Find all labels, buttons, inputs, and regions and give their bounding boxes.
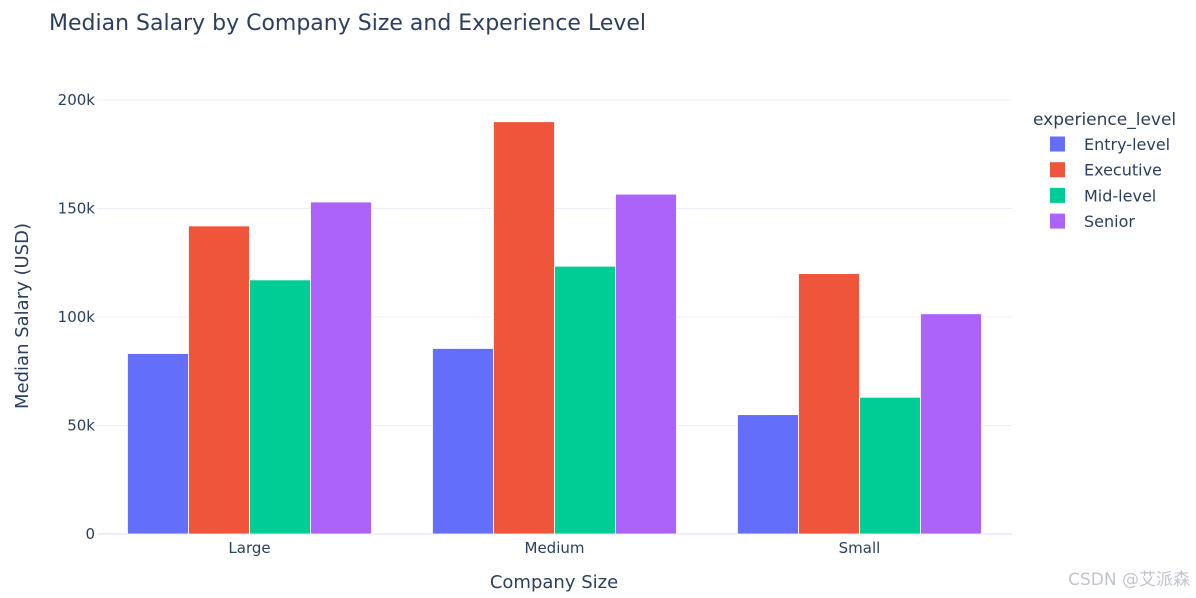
watermark: CSDN @艾派森 bbox=[1068, 570, 1190, 590]
y-axis-title: Median Salary (USD) bbox=[12, 223, 33, 409]
y-tick-label: 200k bbox=[58, 91, 96, 109]
legend-swatch bbox=[1050, 213, 1065, 229]
x-axis-title: Company Size bbox=[490, 572, 618, 593]
legend-label: Entry-level bbox=[1084, 135, 1170, 154]
legend-item-mid-level[interactable]: Mid-level bbox=[1050, 186, 1156, 205]
legend-item-senior[interactable]: Senior bbox=[1050, 212, 1135, 231]
chart-title: Median Salary by Company Size and Experi… bbox=[49, 11, 646, 36]
y-axis-ticks: 0 50k 100k 150k 200k bbox=[58, 91, 96, 543]
y-tick-label: 100k bbox=[58, 308, 96, 326]
legend[interactable]: experience_level Entry-level Executive Mid… bbox=[1033, 110, 1176, 231]
legend-label: Mid-level bbox=[1084, 186, 1156, 205]
x-axis-ticks: Large Medium Small bbox=[228, 539, 880, 557]
bars bbox=[127, 121, 982, 535]
bar-entry-level-large[interactable] bbox=[127, 353, 189, 535]
legend-title: experience_level bbox=[1033, 110, 1176, 130]
bar-entry-level-small[interactable] bbox=[737, 414, 799, 535]
bar-mid-level-medium[interactable] bbox=[554, 265, 616, 535]
legend-item-executive[interactable]: Executive bbox=[1050, 161, 1162, 180]
bar-senior-small[interactable] bbox=[920, 313, 982, 535]
legend-label: Senior bbox=[1084, 212, 1135, 231]
bar-executive-small[interactable] bbox=[798, 273, 860, 535]
bar-mid-level-large[interactable] bbox=[249, 279, 311, 535]
y-tick-label: 150k bbox=[58, 200, 96, 218]
legend-swatch bbox=[1050, 136, 1065, 152]
bar-entry-level-medium[interactable] bbox=[432, 348, 494, 535]
legend-item-entry-level[interactable]: Entry-level bbox=[1050, 135, 1170, 154]
bar-mid-level-small[interactable] bbox=[859, 396, 921, 535]
bar-senior-large[interactable] bbox=[310, 201, 372, 535]
bar-senior-medium[interactable] bbox=[615, 193, 677, 535]
x-tick-label: Large bbox=[228, 539, 270, 557]
y-tick-label: 50k bbox=[67, 417, 95, 435]
legend-label: Executive bbox=[1084, 161, 1162, 180]
x-tick-label: Small bbox=[839, 539, 881, 557]
bar-executive-large[interactable] bbox=[188, 225, 250, 535]
x-tick-label: Medium bbox=[525, 539, 585, 557]
y-tick-label: 0 bbox=[85, 525, 95, 543]
bar-executive-medium[interactable] bbox=[493, 121, 555, 535]
legend-swatch bbox=[1050, 162, 1065, 178]
legend-swatch bbox=[1050, 187, 1065, 203]
